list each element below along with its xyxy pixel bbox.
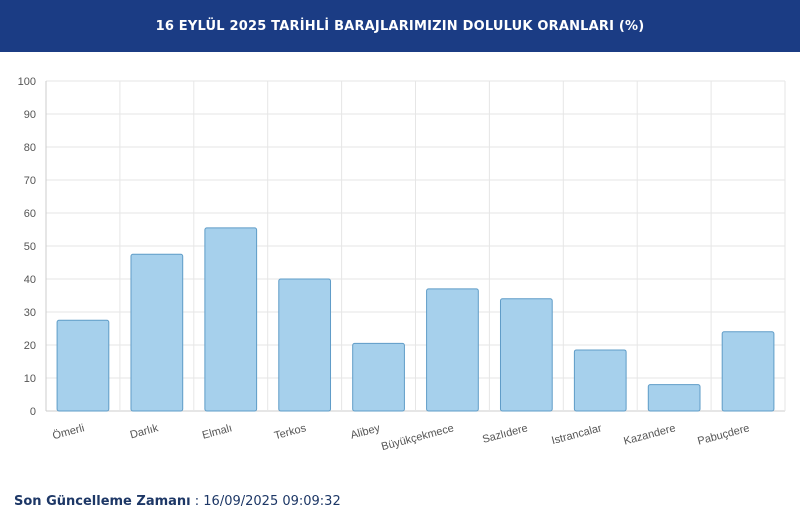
bar-5[interactable] (352, 342, 405, 412)
bar-1[interactable] (56, 319, 110, 412)
bar-2[interactable] (130, 253, 184, 412)
x-tick-label: Pabuçdere (696, 422, 751, 447)
last-update-separator: : (190, 494, 204, 509)
bar-4[interactable] (278, 278, 332, 412)
x-tick-label: Büyükçekmece (380, 422, 455, 453)
y-axis-ticks: 0 10 20 30 40 50 60 70 80 90 100 (18, 76, 36, 418)
y-tick-label: 90 (24, 109, 36, 121)
x-axis-labels: Ömerli Darlık Elmalı Terkos AlibeyBüyükçekme… (51, 422, 750, 453)
x-tick-label: Terkos (273, 422, 308, 442)
y-tick-label: 80 (24, 142, 36, 154)
y-tick-label: 70 (24, 175, 36, 187)
y-tick-label: 40 (24, 274, 36, 286)
bar-10[interactable] (721, 331, 775, 412)
x-tick-label: Alibey (349, 422, 382, 441)
bars (56, 227, 775, 412)
x-tick-label: Sazlıdere (481, 422, 529, 446)
bar-8[interactable] (573, 349, 627, 412)
y-tick-label: 20 (24, 340, 36, 352)
x-tick-label: Istrancalar (550, 422, 603, 447)
y-tick-label: 30 (24, 307, 36, 319)
bar-6[interactable] (426, 288, 479, 412)
bar-9[interactable] (647, 384, 701, 412)
y-tick-label: 10 (24, 373, 36, 385)
last-update-label: Son Güncelleme Zamanı (14, 494, 191, 509)
x-tick-label: Darlık (129, 422, 160, 441)
y-tick-label: 60 (24, 208, 36, 220)
y-tick-label: 0 (30, 406, 36, 418)
bar-3[interactable] (204, 227, 258, 412)
y-tick-label: 100 (18, 76, 36, 88)
x-tick-label: Kazandere (622, 422, 677, 447)
chart-title-bar: 16 EYLÜL 2025 TARİHLİ BARAJLARIMIZIN DOL… (0, 0, 800, 52)
y-tick-label: 50 (24, 241, 36, 253)
bar-7[interactable] (499, 298, 553, 412)
grid-lines (45, 80, 786, 412)
x-tick-label: Ömerli (51, 422, 85, 442)
last-update-value: 16/09/2025 09:09:32 (203, 494, 341, 509)
bar-chart: 0 10 20 30 40 50 60 70 80 90 100 Ömerli Darlık Elmal… (18, 76, 786, 453)
x-tick-label: Elmalı (201, 422, 234, 442)
chart-title: 16 EYLÜL 2025 TARİHLİ BARAJLARIMIZIN DOL… (155, 18, 645, 34)
last-update: Son Güncelleme Zamanı : 16/09/2025 09:09… (14, 494, 341, 509)
